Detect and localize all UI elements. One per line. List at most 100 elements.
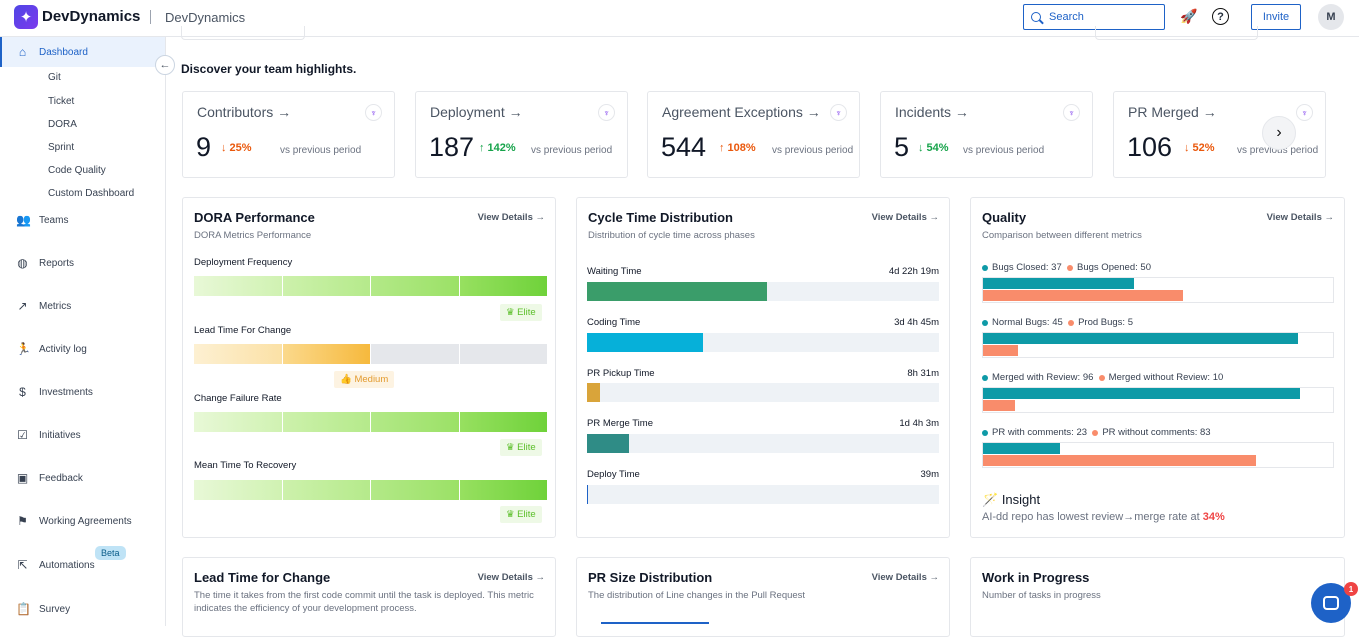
bar-b [983, 290, 1183, 301]
card-subtitle: The time it takes from the first code co… [194, 590, 534, 614]
sidebar-item-label: Activity log [39, 343, 87, 355]
app-logo-text[interactable]: DevDynamics [42, 8, 141, 25]
kpi-overflow-mask [1343, 91, 1359, 178]
sidebar-item-dashboard[interactable]: ⌂ Dashboard [0, 37, 165, 67]
view-details-link[interactable]: View Details → [477, 572, 545, 583]
card-subtitle: The distribution of Line changes in the … [588, 590, 806, 601]
sidebar-item-reports[interactable]: ◍ Reports [0, 248, 165, 278]
legend-dot [982, 429, 988, 436]
sidebar-item-teams[interactable]: 👥 Teams [0, 205, 165, 235]
dollar-icon: $ [19, 385, 26, 399]
sidebar-item-initiatives[interactable]: ☑ Initiatives [0, 420, 165, 450]
logo-sparkle-icon[interactable]: ✦ [14, 5, 38, 29]
kpi-title[interactable]: PR Merged → [1128, 104, 1217, 120]
magic-wand-icon: 🪄 [982, 492, 999, 507]
phase-bar [587, 485, 589, 504]
legend-dot [982, 319, 988, 326]
bar-b [983, 345, 1018, 356]
collapse-sidebar-button[interactable]: ← [155, 55, 175, 75]
view-details-link[interactable]: View Details → [477, 212, 545, 223]
sidebar-sub-sprint[interactable]: Sprint [48, 142, 75, 153]
phase-track [587, 333, 939, 352]
bar-a [983, 443, 1060, 454]
organization-name[interactable]: DevDynamics [165, 10, 246, 25]
crown-icon: ♛ [506, 442, 518, 453]
search-box[interactable] [1023, 4, 1165, 30]
help-icon[interactable]: ? [1212, 8, 1229, 25]
view-details-link[interactable]: View Details → [1266, 212, 1334, 223]
kpi-title[interactable]: Incidents → [895, 104, 969, 120]
filter-strip-left[interactable] [181, 26, 305, 40]
kpi-title[interactable]: Deployment → [430, 104, 523, 120]
phase-track [587, 485, 939, 504]
view-details-link[interactable]: View Details → [871, 572, 939, 583]
dora-level-segment [194, 412, 282, 432]
legend-dot [1067, 264, 1074, 271]
dora-metric-label: Change Failure Rate [194, 393, 282, 404]
dora-level-segment [194, 480, 282, 500]
compass-icon: ◍ [17, 256, 28, 270]
kpi-card-deployment[interactable]: Deployment → ♆ 187 ↑ 142% vs previous pe… [415, 91, 628, 178]
chevron-right-icon[interactable]: › [1262, 116, 1296, 150]
kpi-card-contributors[interactable]: Contributors → ♆ 9 ↓ 25% vs previous per… [182, 91, 395, 178]
card-title: Lead Time for Change [194, 570, 331, 585]
phase-bar [587, 383, 601, 402]
sidebar-sub-code-quality[interactable]: Code Quality [48, 165, 106, 176]
top-bar: ✦ DevDynamics DevDynamics 🚀 ? Invite M [0, 0, 1359, 37]
kpi-delta: ↓ 52% [1184, 142, 1215, 154]
phase-bar [587, 434, 630, 453]
sidebar-sub-ticket[interactable]: Ticket [48, 96, 75, 107]
legend-dot [982, 374, 988, 381]
lead-time-card: Lead Time for Change The time it takes f… [182, 557, 556, 637]
kpi-comparison: vs previous period [772, 145, 854, 156]
phase-bar [587, 282, 767, 301]
search-icon [1031, 12, 1041, 22]
quality-legend: Bugs Closed: 37 Bugs Opened: 50 [982, 262, 1151, 273]
sidebar-sub-git[interactable]: Git [48, 72, 61, 83]
filter-strip-right[interactable] [1095, 26, 1258, 40]
kpi-card-incidents[interactable]: Incidents → ♆ 5 ↓ 54% vs previous period [880, 91, 1093, 178]
kpi-card-agreement-exceptions[interactable]: Agreement Exceptions → ♆ 544 ↑ 108% vs p… [647, 91, 860, 178]
kpi-comparison: vs previous period [963, 145, 1045, 156]
sidebar-item-automations[interactable]: ⇱ Automations [0, 550, 165, 580]
search-input[interactable] [1049, 11, 1159, 23]
sidebar-sub-dora[interactable]: DORA [48, 119, 77, 130]
kpi-value: 544 [661, 132, 707, 162]
rocket-icon[interactable]: 🚀 [1180, 8, 1198, 24]
kpi-title[interactable]: Agreement Exceptions → [662, 104, 821, 120]
view-details-link[interactable]: View Details → [871, 212, 939, 223]
phase-track [587, 383, 939, 402]
sidebar-item-activity-log[interactable]: 🏃 Activity log [0, 334, 165, 364]
quality-compare-bar [982, 332, 1334, 358]
checklist-icon: ☑ [17, 428, 28, 442]
sidebar-item-feedback[interactable]: ▣ Feedback [0, 463, 165, 493]
sidebar-item-investments[interactable]: $ Investments [0, 377, 165, 407]
quality-compare-bar [982, 387, 1334, 413]
kpi-title[interactable]: Contributors → [197, 104, 292, 120]
dora-performance-card: DORA Performance DORA Metrics Performanc… [182, 197, 556, 538]
thumbs-up-icon: 👍 [340, 374, 355, 385]
beta-badge: Beta [95, 546, 126, 560]
trend-icon: ↗ [17, 299, 28, 313]
sidebar-item-survey[interactable]: 📋 Survey [0, 594, 165, 624]
sidebar-item-working-agreements[interactable]: ⚑ Working Agreements [0, 506, 165, 536]
crown-icon: ♛ [506, 307, 518, 318]
legend-label: Merged with Review: [992, 372, 1081, 383]
sidebar-sub-custom-dashboard[interactable]: Custom Dashboard [48, 188, 135, 199]
phase-value: 1d 4h 3m [899, 418, 939, 429]
legend-label: Prod Bugs: [1078, 317, 1126, 328]
legend-label: PR with comments: [992, 427, 1074, 438]
card-title: DORA Performance [194, 210, 315, 225]
dora-metric-label: Deployment Frequency [194, 257, 293, 268]
sidebar-item-metrics[interactable]: ↗ Metrics [0, 291, 165, 321]
invite-button[interactable]: Invite [1251, 4, 1301, 30]
user-avatar[interactable]: M [1318, 4, 1344, 30]
legend-value: 96 [1082, 372, 1094, 383]
legend-label: PR without comments: [1102, 427, 1198, 438]
sidebar-item-label: Feedback [39, 472, 83, 484]
legend-value: 45 [1052, 317, 1063, 328]
running-person-icon: 🏃 [16, 342, 31, 356]
quality-card: Quality Comparison between different met… [970, 197, 1345, 538]
dora-level-bar [194, 344, 547, 364]
dora-level-bar [194, 412, 547, 432]
